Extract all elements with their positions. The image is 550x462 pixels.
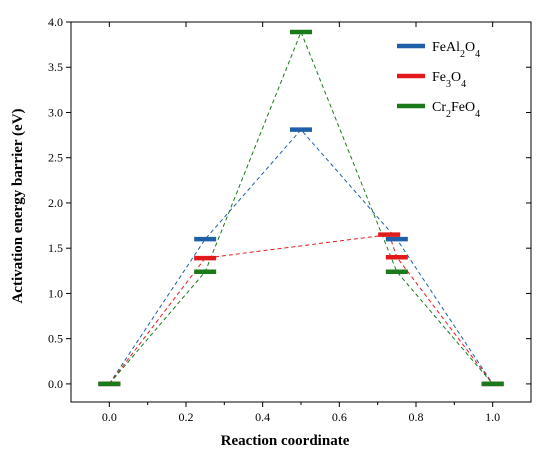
y-tick-label: 1.0: [48, 286, 63, 300]
x-tick-label: 1.0: [485, 410, 500, 424]
y-tick-label: 3.0: [48, 105, 63, 119]
y-tick-label: 0.5: [48, 332, 63, 346]
legend-label: Fe3O4: [432, 70, 466, 90]
x-tick-label: 0.8: [409, 410, 424, 424]
x-tick-label: 0.6: [332, 410, 347, 424]
y-tick-label: 3.5: [48, 60, 63, 74]
x-tick-label: 0.4: [255, 410, 270, 424]
series-line-1: [108, 128, 494, 385]
x-axis-label: Reaction coordinate: [221, 433, 350, 449]
y-tick-label: 1.5: [48, 241, 63, 255]
y-tick-label: 2.5: [48, 151, 63, 165]
y-axis-label: Activation energy barrier (eV): [10, 108, 26, 303]
legend-label: FeAl2O4: [432, 40, 480, 60]
legend: FeAl2O4 Fe3O4 Cr2FeO4: [397, 40, 480, 120]
series-line-2: [108, 234, 494, 385]
x-tick-label: 0.0: [102, 410, 117, 424]
y-tick-label: 2.0: [48, 196, 63, 210]
y-tick-label: 0.0: [48, 377, 63, 391]
series-line-3: [108, 30, 494, 385]
x-tick-label: 0.2: [179, 410, 194, 424]
legend-label: Cr2FeO4: [432, 100, 480, 120]
y-tick-label: 4.0: [48, 15, 63, 29]
